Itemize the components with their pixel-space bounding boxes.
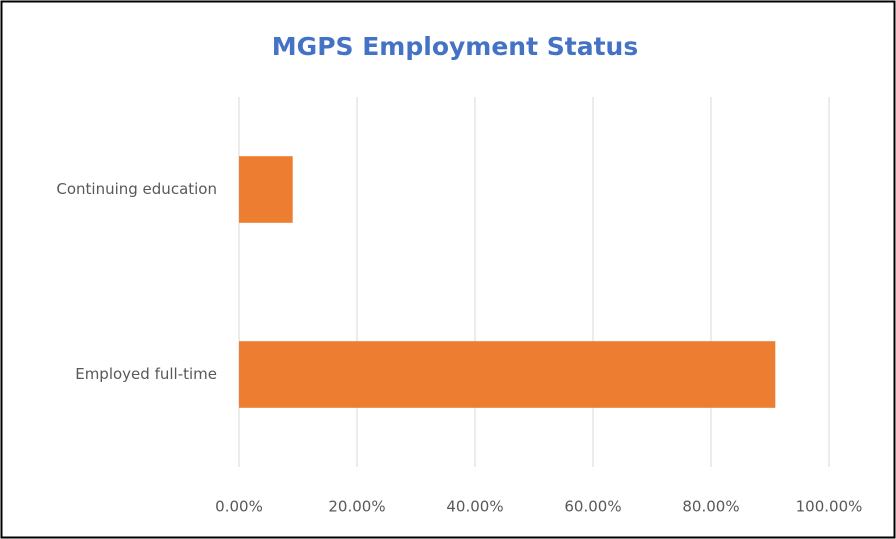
x-tick-label: 0.00% <box>215 498 263 516</box>
y-tick-label: Employed full-time <box>75 365 217 383</box>
x-tick-label: 20.00% <box>328 498 385 516</box>
bar <box>239 341 776 408</box>
chart-title: MGPS Employment Status <box>272 32 638 61</box>
x-tick-label: 80.00% <box>682 498 739 516</box>
x-tick-label: 60.00% <box>564 498 621 516</box>
x-tick-label: 100.00% <box>796 498 863 516</box>
x-tick-label: 40.00% <box>446 498 503 516</box>
bar <box>239 156 293 223</box>
y-tick-label: Continuing education <box>56 180 217 198</box>
